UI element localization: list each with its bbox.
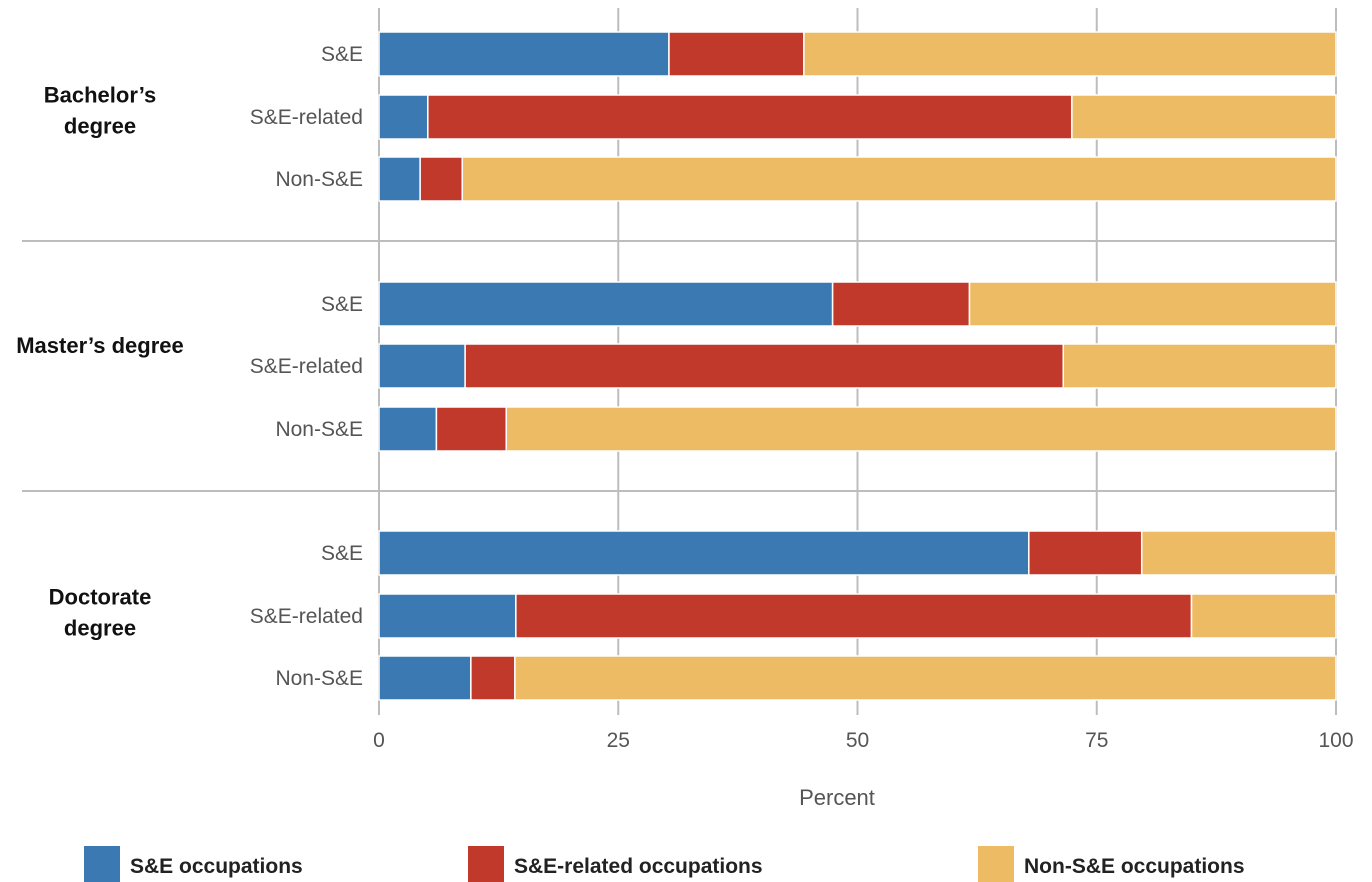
legend-swatch — [468, 846, 504, 882]
category-label: S&E-related — [250, 605, 363, 628]
bar-segment-non-se — [1190, 593, 1337, 639]
legend-label: Non-S&E occupations — [1024, 855, 1245, 878]
legend-swatch — [84, 846, 120, 882]
legend-label: S&E-related occupations — [514, 855, 763, 878]
bar-segment-se-related — [668, 31, 805, 77]
x-tick-label: 75 — [1085, 729, 1108, 752]
group-label-line: Master’s degree — [16, 333, 184, 358]
bar-segment-se — [378, 31, 670, 77]
bar-segment-se — [378, 281, 834, 327]
x-tick-label: 0 — [373, 729, 385, 752]
group-label: Doctorate degree — [49, 585, 152, 641]
category-label: S&E-related — [250, 106, 363, 129]
x-tick-label: 50 — [846, 729, 869, 752]
bar-segment-se — [378, 343, 466, 389]
bar-segment-se — [378, 156, 421, 202]
group-label: Bachelor’s degree — [44, 83, 157, 139]
bar-segment-non-se — [514, 655, 1337, 701]
bar-segment-se-related — [427, 94, 1073, 140]
bar-layer — [378, 31, 1337, 701]
bar-segment-se — [378, 530, 1030, 576]
bar-segment-se — [378, 593, 517, 639]
label-layer: 0 25 50 75 100 Bachelor’s degree S&E S&E-related… — [16, 43, 1353, 752]
category-label: Non-S&E — [275, 168, 363, 191]
category-label: S&E — [321, 542, 363, 565]
x-tick-label: 100 — [1318, 729, 1353, 752]
x-axis-title: Percent — [799, 785, 875, 810]
bar-segment-non-se — [803, 31, 1337, 77]
bar-segment-se-related — [464, 343, 1065, 389]
bar-segment-se — [378, 94, 429, 140]
bar-segment-non-se — [505, 406, 1337, 452]
group-label-line: Doctorate — [49, 585, 152, 610]
category-label: S&E — [321, 293, 363, 316]
bar-segment-non-se — [968, 281, 1337, 327]
legend-swatch — [978, 846, 1014, 882]
bar-segment-se-related — [419, 156, 464, 202]
bar-segment-non-se — [461, 156, 1337, 202]
group-label-line: degree — [64, 114, 136, 139]
x-tick-label: 25 — [607, 729, 630, 752]
bar-segment-se-related — [515, 593, 1193, 639]
legend-label: S&E occupations — [130, 855, 303, 878]
bar-segment-se-related — [435, 406, 508, 452]
bar-segment-se-related — [470, 655, 516, 701]
category-label: S&E-related — [250, 355, 363, 378]
bar-segment-se-related — [1028, 530, 1143, 576]
category-label: Non-S&E — [275, 667, 363, 690]
bar-segment-non-se — [1071, 94, 1337, 140]
bar-segment-non-se — [1062, 343, 1337, 389]
group-label-line: degree — [64, 616, 136, 641]
bar-segment-se — [378, 406, 438, 452]
bar-segment-se — [378, 655, 472, 701]
group-label: Master’s degree — [16, 333, 184, 358]
category-label: Non-S&E — [275, 418, 363, 441]
bar-segment-non-se — [1140, 530, 1337, 576]
bar-segment-se-related — [831, 281, 971, 327]
legend: S&E occupations S&E-related occupations No… — [84, 846, 1245, 882]
category-label: S&E — [321, 43, 363, 66]
group-label-line: Bachelor’s — [44, 83, 157, 108]
